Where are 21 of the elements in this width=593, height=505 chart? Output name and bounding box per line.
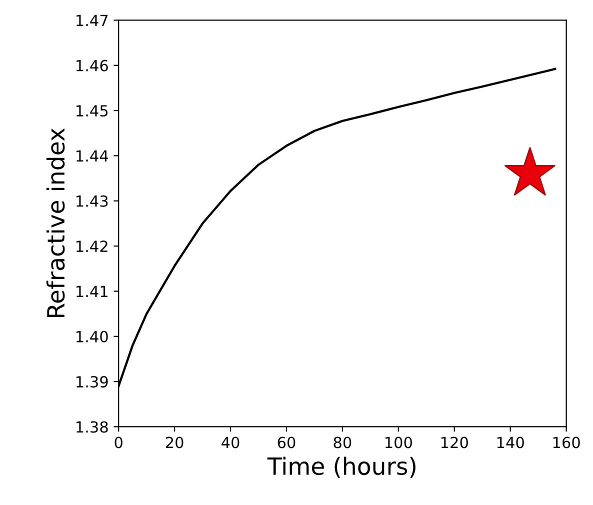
- y-tick-label: 1.45: [76, 105, 108, 117]
- y-axis-title: Refractive index: [46, 128, 65, 318]
- y-tick-label: 1.42: [76, 240, 108, 252]
- x-tick-label: 0: [114, 436, 122, 448]
- y-tick-label: 1.38: [76, 421, 108, 433]
- y-tick-label: 1.41: [76, 286, 108, 298]
- y-tick-label: 1.39: [76, 376, 108, 388]
- y-tick-label: 1.40: [76, 330, 108, 342]
- x-tick-label: 60: [278, 436, 296, 448]
- y-tick-label: 1.47: [76, 14, 108, 26]
- x-tick-label: 40: [222, 436, 240, 448]
- y-tick-label: 1.44: [76, 150, 108, 162]
- y-tick-label: 1.46: [76, 60, 108, 72]
- x-tick-label: 140: [497, 436, 524, 448]
- y-tick-label: 1.43: [76, 195, 108, 207]
- x-tick-label: 20: [166, 436, 184, 448]
- x-tick-label: 80: [334, 436, 352, 448]
- x-tick-label: 100: [386, 436, 412, 448]
- x-tick-label: 160: [553, 436, 580, 448]
- x-tick-label: 120: [441, 436, 468, 448]
- x-axis-title: Time (hours): [267, 456, 416, 478]
